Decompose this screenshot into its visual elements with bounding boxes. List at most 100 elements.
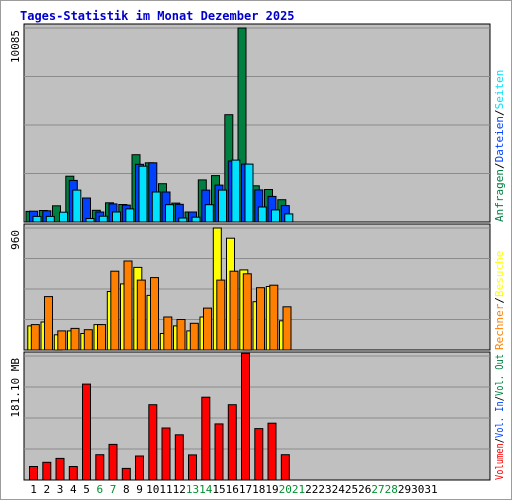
bar-seiten-day-9 [138,165,148,223]
bar-volumen-day-3 [55,457,65,481]
bar-seiten-day-14 [204,204,214,223]
bar-seiten-day-20 [284,213,294,223]
legend-item: / [493,162,506,169]
bar-volumen-day-7 [108,443,118,481]
x-tick-label-day-16: 16 [226,483,239,496]
bar-seiten-day-6 [98,215,108,223]
bar-rechner-day-7 [110,270,120,351]
bar-rechner-day-17 [242,273,252,351]
legend-item: Rechner [493,303,506,350]
bar-rechner-day-19 [269,284,279,351]
x-tick-label-day-5: 5 [83,483,90,496]
chart-title: Tages-Statistik im Monat Dezember 2025 [20,9,295,23]
x-tick-label-day-28: 28 [385,483,398,496]
bar-rechner-day-5 [83,329,93,351]
bar-seiten-day-11 [165,204,174,223]
bar-rechner-day-16 [229,270,239,351]
x-tick-label-day-27: 27 [371,483,384,496]
bar-volumen-day-16 [227,404,237,481]
x-tick-label-day-26: 26 [358,483,371,496]
x-tick-label-day-7: 7 [110,483,117,496]
bar-rechner-day-10 [150,277,159,351]
bar-rechner-day-1 [30,324,40,351]
x-tick-label-day-13: 13 [186,483,199,496]
bar-rechner-day-4 [70,327,80,351]
x-tick-label-day-29: 29 [398,483,411,496]
bar-seiten-day-13 [191,216,201,223]
legend-item: / [493,297,506,304]
bar-seiten-day-4 [72,189,82,223]
legend-item: / [493,396,506,401]
bar-seiten-day-8 [125,208,135,223]
x-tick-label-day-31: 31 [424,483,437,496]
x-tick-label-day-21: 21 [292,483,305,496]
bar-volumen-day-14 [201,396,211,481]
chart-legends: Anfragen/Dateien/SeitenRechner/BesucheVo… [493,70,506,480]
x-tick-label-day-2: 2 [43,483,50,496]
panel-middle-legend: Rechner/Besuche [493,251,506,350]
panel-top: 10085 [9,23,491,223]
panel-middle: 960 [9,223,491,351]
x-tick-label-day-17: 17 [239,483,252,496]
panel-top-legend: Anfragen/Dateien/Seiten [493,70,506,222]
bar-seiten-day-18 [257,206,267,223]
legend-item: Volumen [493,443,506,480]
bar-volumen-day-12 [174,434,184,481]
x-tick-label-day-3: 3 [57,483,64,496]
x-tick-label-day-1: 1 [30,483,37,496]
bar-rechner-day-6 [97,324,106,351]
bar-volumen-day-11 [161,427,171,481]
bar-seiten-day-10 [151,191,161,223]
x-tick-label-day-23: 23 [318,483,331,496]
bar-rechner-day-12 [176,319,186,351]
bar-seiten-day-12 [178,217,188,223]
legend-item: Vol. Out [493,354,506,396]
x-tick-label-day-22: 22 [305,483,318,496]
chart-panels: 10085 960 181.10 MB [9,23,491,481]
panel-middle-scale-label: 960 [9,230,22,250]
bar-rechner-day-11 [163,316,173,351]
bar-seiten-day-5 [85,218,95,223]
panel-top-scale-label: 10085 [9,30,22,63]
x-tick-label-day-11: 11 [159,483,172,496]
bar-seiten-day-15 [218,189,227,223]
x-tick-label-day-15: 15 [212,483,225,496]
x-tick-label-day-8: 8 [123,483,130,496]
bar-rechner-day-3 [57,330,67,351]
panel-bottom-legend-text: Volumen/Vol. In/Vol. Out [493,354,506,480]
bar-volumen-day-18 [254,428,264,481]
bar-volumen-day-10 [148,404,158,481]
bar-rechner-day-9 [136,279,146,351]
bar-seiten-day-7 [112,211,121,223]
x-tick-label-day-30: 30 [411,483,424,496]
x-tick-label-day-20: 20 [279,483,292,496]
x-tick-label-day-9: 9 [136,483,143,496]
x-tick-label-day-10: 10 [146,483,159,496]
bar-volumen-day-8 [121,467,131,481]
bar-seiten-day-1 [32,215,42,223]
bar-rechner-day-13 [189,322,199,351]
bar-rechner-day-20 [282,306,292,351]
bar-rechner-day-14 [203,307,212,351]
bar-seiten-day-17 [244,163,254,223]
panel-bottom: 181.10 MB [9,351,491,481]
bar-volumen-day-5 [82,383,91,481]
bar-volumen-day-15 [214,423,224,481]
bar-seiten-day-2 [45,215,55,223]
x-tick-label-day-25: 25 [345,483,358,496]
legend-item: Anfragen [493,169,506,222]
legend-item: Besuche [493,251,506,297]
bar-rechner-day-15 [216,279,226,351]
bar-volumen-day-17 [241,352,250,481]
bar-seiten-day-3 [59,211,68,223]
legend-item: Seiten [493,70,506,110]
bar-rechner-day-8 [123,260,133,351]
bar-volumen-day-2 [42,461,52,481]
panel-top-legend-text: Anfragen/Dateien/Seiten [493,70,506,222]
bar-seiten-day-19 [271,209,280,223]
x-tick-label-day-6: 6 [96,483,103,496]
x-tick-label-day-14: 14 [199,483,213,496]
x-tick-label-day-18: 18 [252,483,265,496]
